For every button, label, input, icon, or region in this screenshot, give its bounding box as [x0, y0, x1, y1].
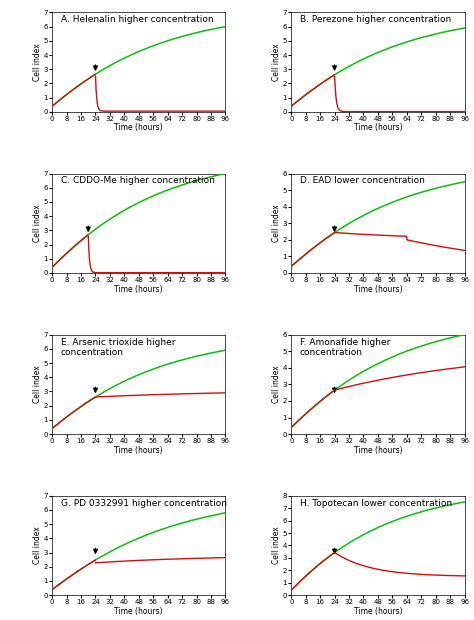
Text: A. Helenalin higher concentration: A. Helenalin higher concentration [61, 16, 213, 24]
Text: G. PD 0332991 higher concentration: G. PD 0332991 higher concentration [61, 498, 227, 508]
Y-axis label: Cell index: Cell index [272, 526, 281, 564]
Text: B. Perezone higher concentration: B. Perezone higher concentration [300, 16, 451, 24]
X-axis label: Time (hours): Time (hours) [354, 285, 402, 293]
X-axis label: Time (hours): Time (hours) [354, 607, 402, 616]
Y-axis label: Cell index: Cell index [272, 43, 281, 81]
Y-axis label: Cell index: Cell index [272, 365, 281, 403]
Y-axis label: Cell index: Cell index [33, 526, 42, 564]
Text: D. EAD lower concentration: D. EAD lower concentration [300, 177, 425, 185]
Text: C. CDDO-Me higher concentration: C. CDDO-Me higher concentration [61, 177, 215, 185]
X-axis label: Time (hours): Time (hours) [114, 285, 163, 293]
Y-axis label: Cell index: Cell index [33, 43, 42, 81]
X-axis label: Time (hours): Time (hours) [114, 446, 163, 454]
Y-axis label: Cell index: Cell index [33, 365, 42, 403]
Text: H. Topotecan lower concentration: H. Topotecan lower concentration [300, 498, 452, 508]
Text: F. Amonafide higher
concentration: F. Amonafide higher concentration [300, 338, 390, 357]
Y-axis label: Cell index: Cell index [272, 205, 281, 242]
X-axis label: Time (hours): Time (hours) [354, 446, 402, 454]
X-axis label: Time (hours): Time (hours) [114, 607, 163, 616]
Text: E. Arsenic trioxide higher
concentration: E. Arsenic trioxide higher concentration [61, 338, 175, 357]
Y-axis label: Cell index: Cell index [33, 205, 42, 242]
X-axis label: Time (hours): Time (hours) [114, 123, 163, 133]
X-axis label: Time (hours): Time (hours) [354, 123, 402, 133]
